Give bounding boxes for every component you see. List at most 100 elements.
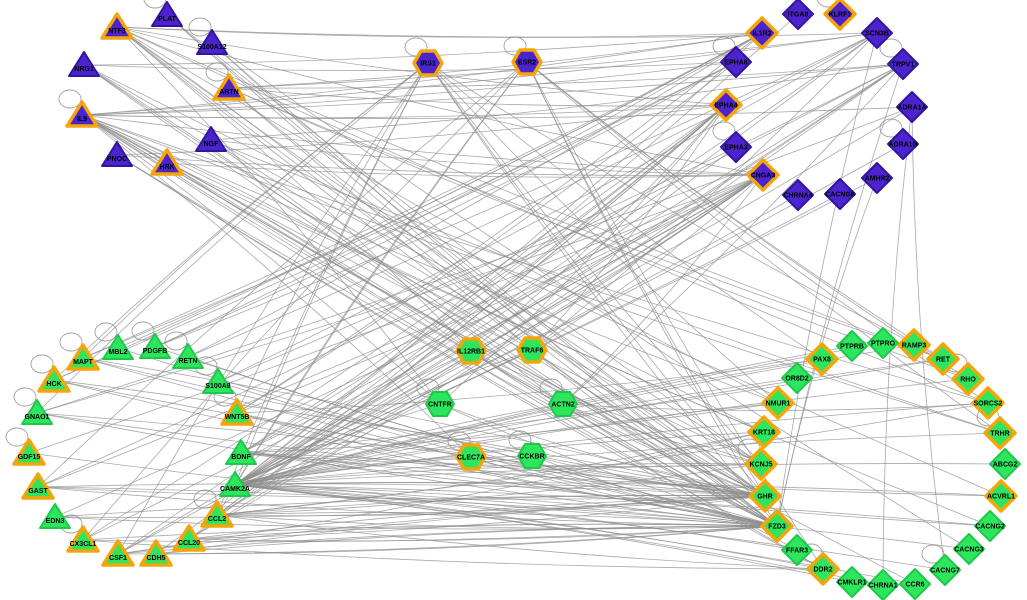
- edge-MBL2-FZD3: [117, 347, 778, 527]
- hexagon-shape: [455, 443, 487, 471]
- node-EPHA3[interactable]: EPHA3: [720, 131, 752, 163]
- edge-CAMK2A-ADRA1A: [234, 106, 913, 486]
- edge-IL9-ADRA1A: [81, 106, 913, 119]
- edge-ACTN2-TRPV1: [562, 63, 904, 405]
- node-CHRNA4[interactable]: CHRNA4: [782, 179, 814, 211]
- node-KLRF1[interactable]: KLRF1: [823, 0, 857, 31]
- diamond-shape: [953, 533, 985, 565]
- node-IRS1[interactable]: IRS1: [412, 49, 444, 77]
- edge-CSF1-EPHA4: [117, 104, 727, 555]
- edge-GHR-CAMK2A: [234, 482, 766, 497]
- node-CLEC7A[interactable]: CLEC7A: [455, 443, 487, 471]
- triangle-shape: [66, 525, 100, 553]
- edge-S100A8-TRPV1: [217, 63, 904, 383]
- node-RAMP3[interactable]: RAMP3: [897, 328, 931, 362]
- node-S100A12[interactable]: S100A12: [196, 29, 228, 55]
- node-EPHA4[interactable]: EPHA4: [709, 88, 743, 122]
- node-CACNG6[interactable]: CACNG6: [824, 178, 856, 210]
- node-GHR[interactable]: GHR: [748, 479, 782, 513]
- node-AMHR2[interactable]: AMHR2: [861, 162, 893, 194]
- node-NTF3[interactable]: NTF3: [100, 12, 134, 40]
- edge-MAPT-EPHA8: [82, 61, 737, 359]
- node-PTPRB[interactable]: PTPRB: [836, 330, 868, 362]
- node-CCKBR[interactable]: CCKBR: [517, 443, 547, 469]
- node-PNOC[interactable]: PNOC: [101, 141, 133, 167]
- edge-NRG1-FZD3: [83, 64, 778, 527]
- diamond-shape: [974, 510, 1006, 542]
- diamond-shape: [720, 46, 752, 78]
- node-ACTN2[interactable]: ACTN2: [548, 391, 578, 417]
- node-GNAO1[interactable]: GNAO1: [21, 399, 53, 425]
- node-RHO[interactable]: RHO: [951, 362, 985, 396]
- diamond-shape: [951, 362, 985, 396]
- triangle-shape: [12, 438, 46, 466]
- node-MAPT[interactable]: MAPT: [66, 343, 100, 371]
- node-ITGA8[interactable]: ITGA8: [782, 0, 814, 30]
- node-TRAF6[interactable]: TRAF6: [516, 336, 548, 364]
- self-loop-MAPT: [59, 332, 83, 352]
- node-ADRA1A[interactable]: ADRA1A: [896, 91, 928, 123]
- node-ADRA1B[interactable]: ADRA1B: [887, 128, 919, 160]
- node-CACNG3[interactable]: CACNG3: [953, 533, 985, 565]
- edge-IL9-EPHA8: [81, 61, 737, 116]
- self-loop-MBL2: [94, 322, 118, 342]
- edge-CX3CL1-CNGA3: [82, 174, 764, 541]
- edge-NRG1-EPHA8: [83, 61, 737, 71]
- edge-NGF-TRHR: [210, 139, 1001, 434]
- node-DDR2[interactable]: DDR2: [806, 552, 840, 586]
- edge-PDGFB-IL1R2: [154, 32, 763, 348]
- diamond-shape: [746, 158, 780, 192]
- node-ABCG2[interactable]: ABCG2: [989, 448, 1021, 480]
- node-PAX8[interactable]: PAX8: [805, 342, 839, 376]
- edge-WNT5B-CNGA3: [236, 174, 764, 414]
- node-CNTFR[interactable]: CNTFR: [425, 391, 455, 417]
- edge-MBL2-IL1R2: [117, 32, 763, 349]
- node-IL12RB1[interactable]: IL12RB1: [455, 337, 487, 365]
- self-loop-CLEC7A: [447, 431, 471, 451]
- node-CHRNA1[interactable]: CHRNA1: [867, 569, 899, 600]
- node-ESR2[interactable]: ESR2: [511, 48, 543, 76]
- edge-S100A12-FZD3: [211, 42, 778, 527]
- node-OR8D2[interactable]: OR8D2: [781, 362, 813, 394]
- edge-CACNG3-CAMK2A: [234, 484, 970, 550]
- edge-DDR2-CAMK2A: [234, 484, 824, 570]
- edge-NTF3-GHR: [116, 26, 766, 497]
- node-EPHA8[interactable]: EPHA8: [720, 46, 752, 78]
- node-PLAT[interactable]: PLAT: [151, 1, 183, 27]
- hexagon-shape: [511, 48, 543, 76]
- diamond-shape: [744, 447, 778, 481]
- edge-TRAF6-EPHA4: [531, 104, 727, 351]
- edge-FZD3-BDNF: [240, 452, 778, 527]
- node-PTPRO[interactable]: PTPRO: [867, 327, 899, 359]
- edge-NTF3-IL1R2: [116, 26, 763, 38]
- edge-PLAT-FZD3: [166, 14, 778, 527]
- edge-IRS1-PAX8: [427, 62, 823, 360]
- node-RETN[interactable]: RETN: [172, 343, 204, 369]
- edge-IL9-CCR6: [81, 114, 916, 585]
- diamond-shape: [805, 342, 839, 376]
- node-ACVRL1[interactable]: ACVRL1: [984, 479, 1018, 513]
- node-TRHR[interactable]: TRHR: [983, 416, 1017, 450]
- edge-CNTFR-NTF3: [116, 26, 441, 405]
- edge-PTPRB-CAMK2A: [234, 345, 853, 486]
- self-loop-PLAT: [143, 0, 167, 9]
- self-loop-S100A12: [188, 17, 212, 37]
- diamond-shape: [929, 554, 961, 586]
- edge-TRHR-CAMK2A: [234, 432, 1001, 486]
- node-NRG1[interactable]: NRG1: [68, 51, 100, 77]
- node-KCNJ5[interactable]: KCNJ5: [744, 447, 778, 481]
- node-TRPV1[interactable]: TRPV1: [887, 48, 919, 80]
- edge-GNAO1-GHR: [36, 412, 766, 497]
- diamond-shape: [836, 566, 868, 598]
- diamond-shape: [836, 330, 868, 362]
- node-CACNG7[interactable]: CACNG7: [929, 554, 961, 586]
- node-CACNG2[interactable]: CACNG2: [974, 510, 1006, 542]
- node-IL1R2[interactable]: IL1R2: [745, 16, 779, 50]
- node-ARTN[interactable]: ARTN: [212, 73, 246, 101]
- node-S100A8[interactable]: S100A8: [202, 368, 234, 394]
- node-GDF15[interactable]: GDF15: [12, 438, 46, 466]
- node-CMKLR1[interactable]: CMKLR1: [836, 566, 868, 598]
- node-CCR6[interactable]: CCR6: [899, 568, 931, 600]
